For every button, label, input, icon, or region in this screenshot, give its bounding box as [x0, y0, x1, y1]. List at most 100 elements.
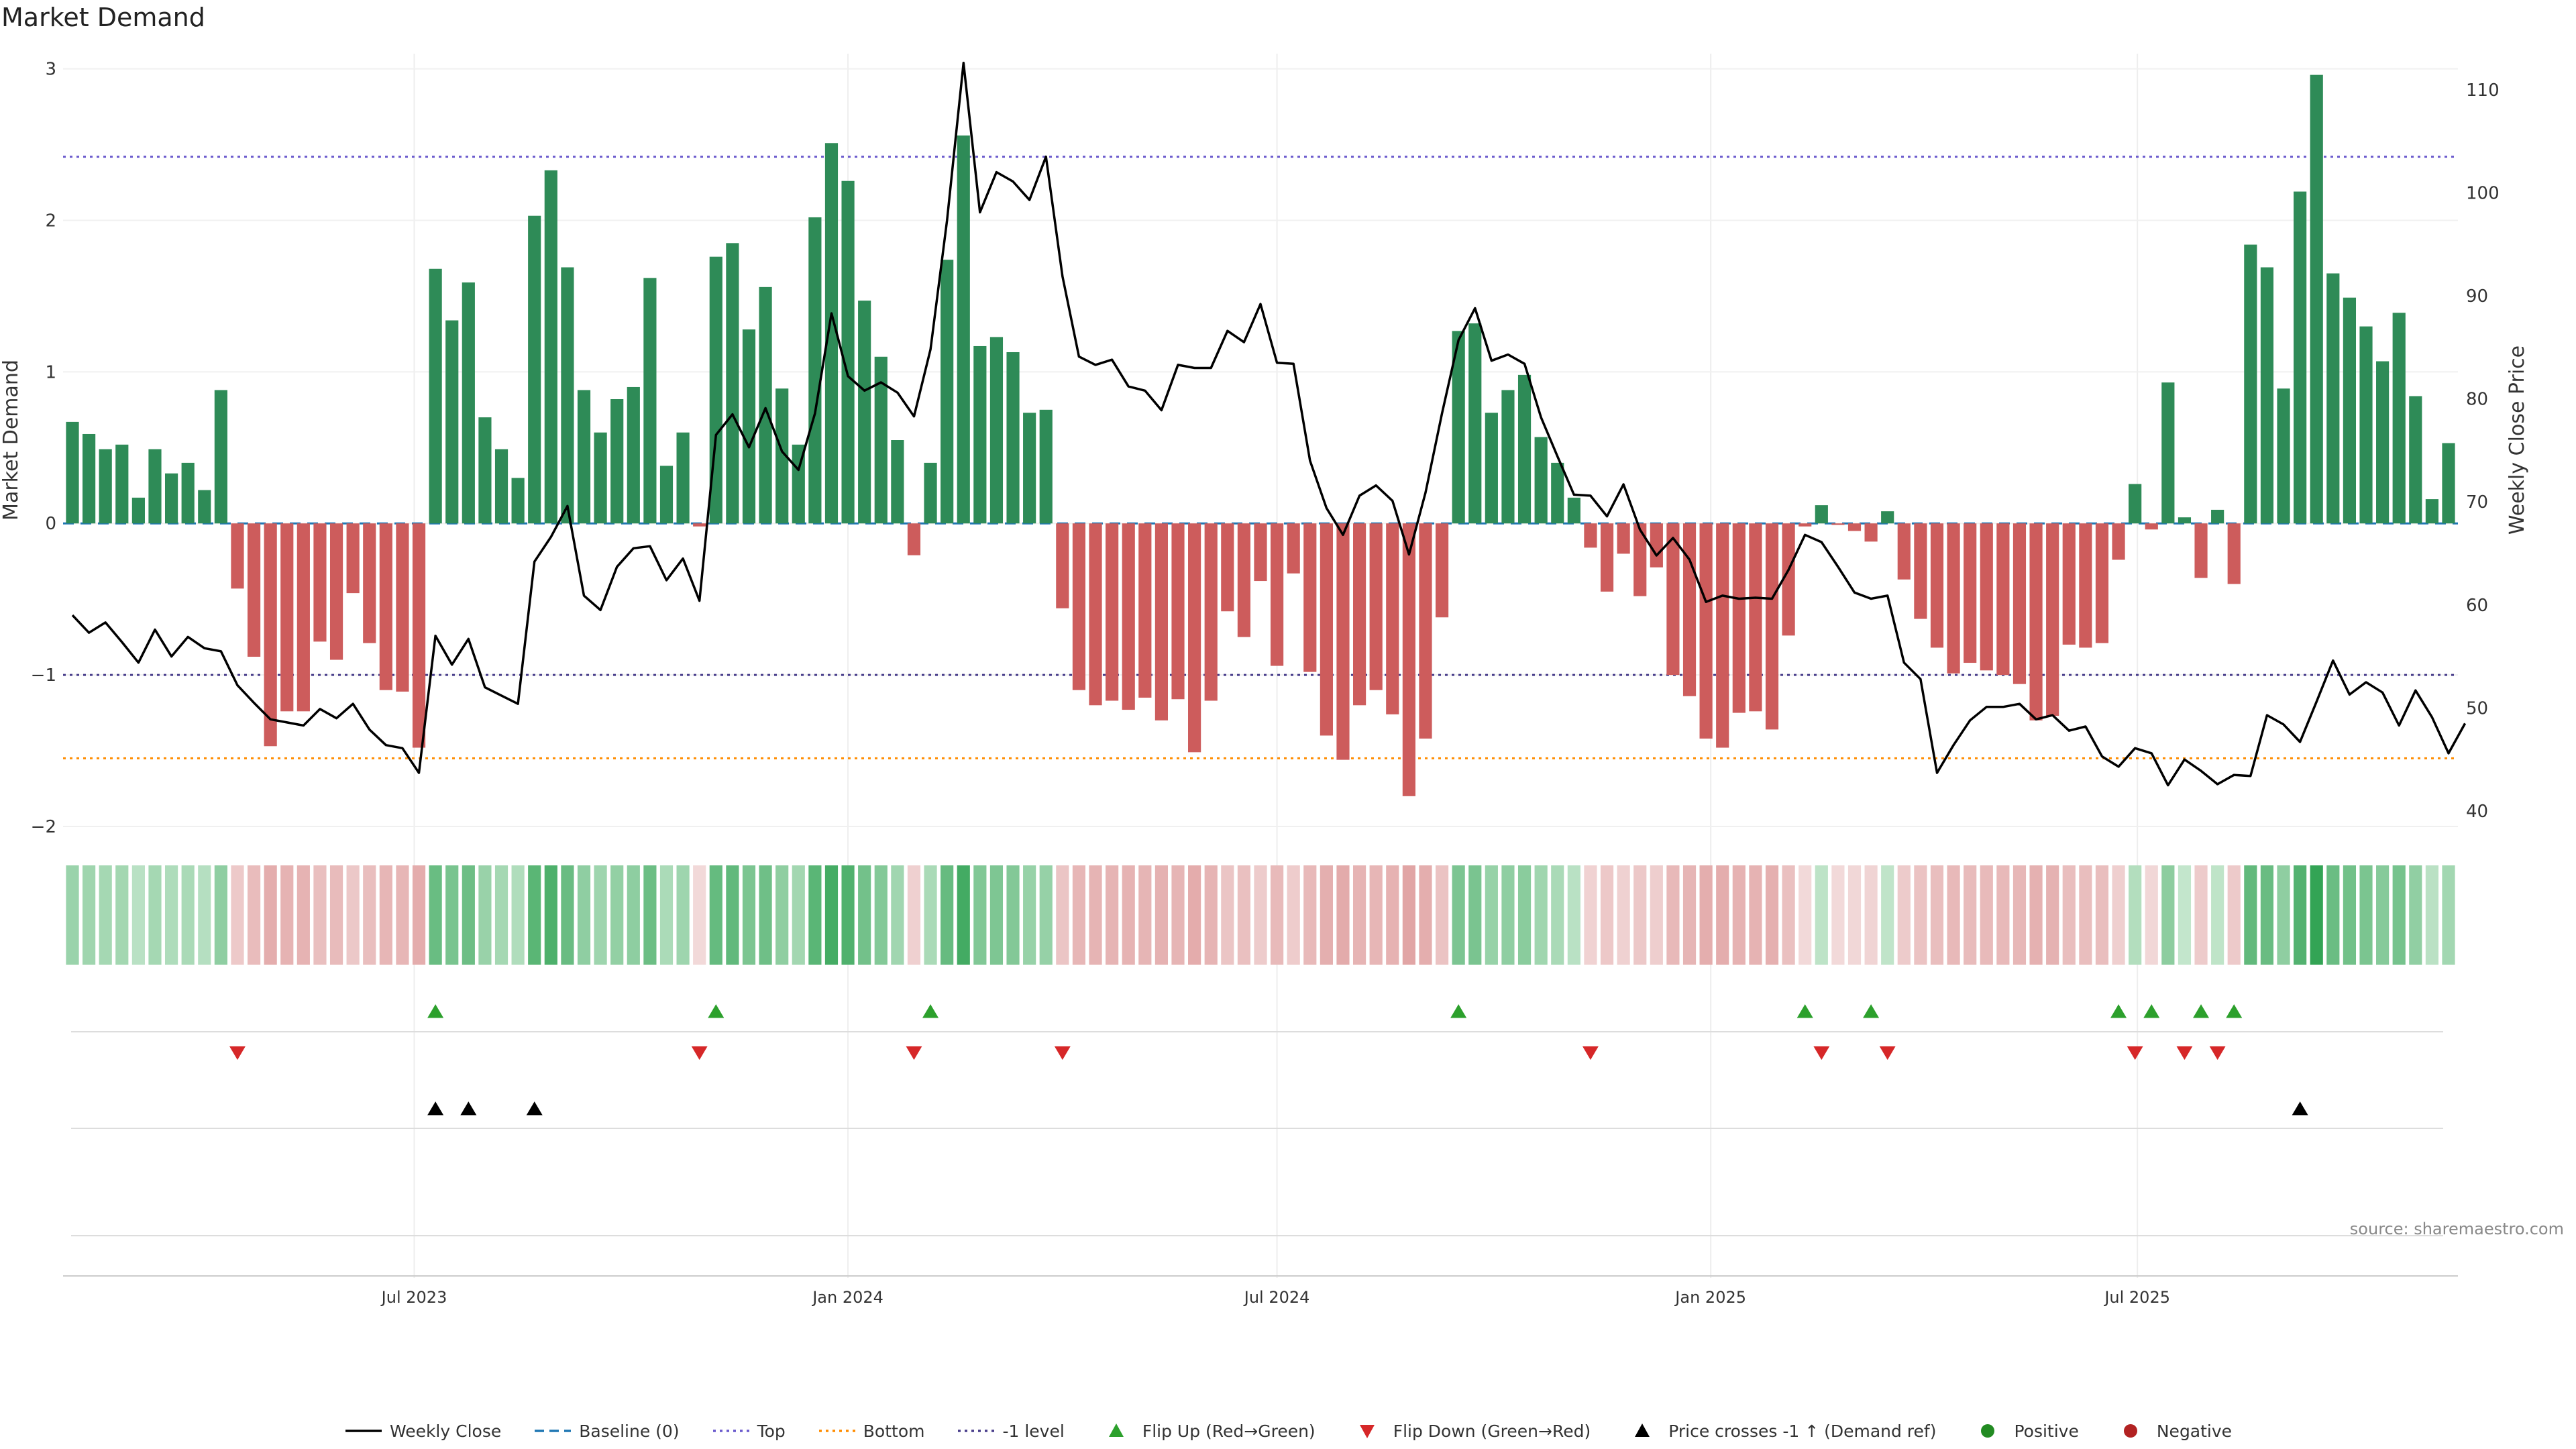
demand-strip-cell [1271, 865, 1284, 965]
demand-bar [363, 523, 376, 643]
demand-strip-cell [1947, 865, 1960, 965]
demand-bar [131, 497, 145, 524]
demand-bar [676, 432, 690, 524]
demand-bar [891, 440, 904, 524]
axes: Jul 2023 Jan 2024 Jul 2024 Jan 2025 Jul 2025… [0, 60, 2529, 1307]
demand-strip-cell [941, 865, 954, 965]
demand-bar [478, 417, 492, 524]
y-axis-label: Market Demand [0, 360, 23, 521]
legend-label: Flip Down (Green→Red) [1393, 1421, 1591, 1441]
demand-strip-cell [1765, 865, 1779, 965]
demand-strip-cell [957, 865, 970, 965]
legend-label: Price crosses -1 ↑ (Demand ref) [1668, 1421, 1937, 1441]
demand-strip-cell [1303, 865, 1317, 965]
demand-strip-cell [1567, 865, 1580, 965]
demand-bar [1600, 523, 1614, 592]
demand-bar [231, 523, 244, 589]
demand-bar [1204, 523, 1218, 701]
event-rows [71, 1004, 2443, 1236]
demand-bar [610, 399, 624, 524]
flip-up-marker [2110, 1004, 2127, 1018]
demand-strip-cell [1106, 865, 1119, 965]
flip-down-marker [1879, 1046, 1896, 1060]
price-cross-marker [427, 1102, 444, 1116]
demand-bar [2409, 396, 2422, 524]
legend-item-top: Top [712, 1421, 786, 1441]
demand-bar [1072, 523, 1086, 690]
demand-bar [924, 462, 937, 524]
demand-strip-cell [429, 865, 442, 965]
demand-strip-cell [2178, 865, 2192, 965]
demand-bar [1122, 523, 1135, 710]
legend-item-bottom: Bottom [818, 1421, 924, 1441]
demand-bar [577, 390, 591, 524]
demand-bar [2260, 267, 2274, 524]
demand-bar [775, 388, 789, 524]
demand-strip-cell [1699, 865, 1713, 965]
demand-bar [1155, 523, 1169, 720]
legend-item-baseline: Baseline (0) [533, 1421, 680, 1441]
demand-bar [2178, 517, 2192, 524]
demand-bar [1617, 523, 1630, 554]
demand-bar [247, 523, 261, 657]
demand-bar [1930, 523, 1944, 648]
demand-strip-cell [2359, 865, 2373, 965]
demand-strip-cell [989, 865, 1004, 965]
demand-bar [594, 432, 607, 524]
flip_up-legend-icon [1108, 1424, 1124, 1437]
demand-bar [1699, 523, 1713, 739]
x-tick-label: Jul 2025 [2103, 1288, 2170, 1307]
demand-strip-cell [858, 865, 871, 965]
demand-strip-cell [1237, 865, 1250, 965]
demand-bars [66, 74, 2455, 796]
demand-strip-cell [2425, 865, 2438, 965]
flip-up-marker [1450, 1004, 1467, 1018]
demand-bar [396, 523, 409, 692]
demand-strip-cell [1468, 865, 1482, 965]
x-tick-label: Jul 2023 [380, 1288, 447, 1307]
demand-bar [1023, 413, 1036, 524]
y2-tick-label: 50 [2466, 698, 2488, 718]
y2-tick-label: 80 [2466, 390, 2488, 410]
demand-bar [659, 466, 674, 524]
demand-strip-cell [264, 865, 277, 965]
close-legend-icon [345, 1430, 382, 1432]
demand-bar [494, 449, 508, 524]
demand-strip-cell [1386, 865, 1399, 965]
demand-bar [1006, 352, 1020, 524]
demand-strip-cell [2211, 865, 2224, 965]
demand-bar [1039, 409, 1053, 524]
demand-bar [726, 243, 739, 524]
price-cross-marker [2292, 1102, 2308, 1116]
legend-label: Flip Up (Red→Green) [1142, 1421, 1316, 1441]
source-note: source: sharemaestro.com [2349, 1220, 2564, 1238]
y2-tick-label: 40 [2466, 802, 2488, 822]
demand-bar [1352, 523, 1366, 706]
demand-strip-cell [643, 865, 657, 965]
demand-bar [2326, 273, 2340, 524]
demand-strip-cell [1089, 865, 1102, 965]
demand-strip-cell [214, 865, 227, 965]
demand-strip-cell [280, 865, 294, 965]
demand-strip-cell [1039, 865, 1053, 965]
demand-strip-cell [1831, 865, 1845, 965]
demand-bar [2227, 523, 2241, 584]
demand-bar [2277, 388, 2290, 524]
demand-strip-cell [1799, 865, 1812, 965]
chart-title: Market Demand [1, 3, 205, 32]
demand-strip-cell [1006, 865, 1020, 965]
demand-bar [1782, 523, 1795, 636]
demand-bar [627, 386, 640, 524]
demand-strip-cell [891, 865, 904, 965]
demand-bar [1831, 523, 1845, 525]
y-tick-label: 0 [45, 514, 56, 534]
demand-strip-cell [1881, 865, 1894, 965]
demand-strip-cell [824, 865, 839, 965]
demand-strip-cell [874, 865, 888, 965]
demand-bar [1584, 523, 1597, 548]
demand-bar [1765, 523, 1779, 730]
demand-bar [511, 478, 525, 524]
demand-bar [1303, 523, 1317, 672]
demand-bar [1682, 523, 1697, 696]
